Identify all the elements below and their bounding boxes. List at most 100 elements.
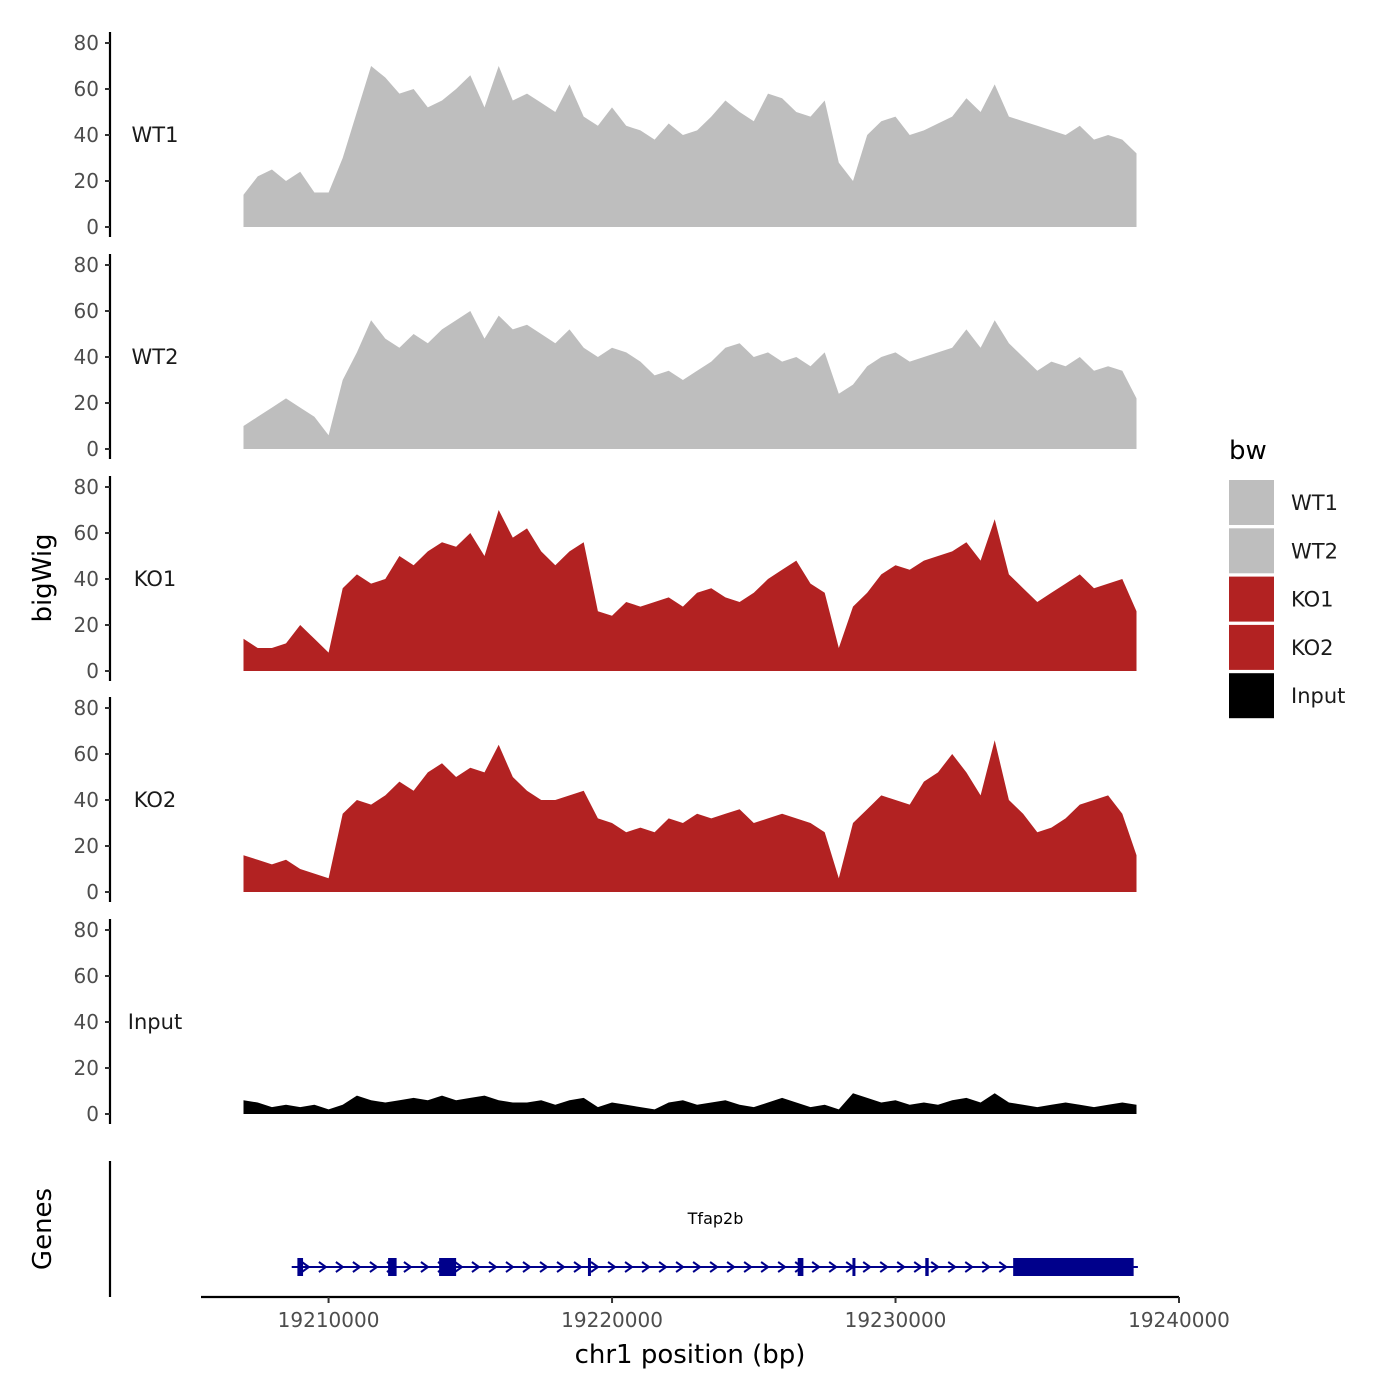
legend-label-wt1: WT1 — [1291, 491, 1338, 515]
y-tick-label: 40 — [74, 123, 99, 147]
track-label: WT2 — [132, 345, 179, 369]
exon — [797, 1258, 804, 1276]
strand-arrow — [403, 1261, 413, 1273]
exon — [925, 1258, 929, 1276]
strand-arrow — [522, 1261, 532, 1273]
legend: bw WT1 WT2 KO1 KO2 Input — [1229, 436, 1345, 719]
strand-arrow — [896, 1261, 906, 1273]
y-tick-label: 20 — [74, 1056, 99, 1080]
strand-arrow — [454, 1261, 464, 1273]
exon — [439, 1258, 457, 1276]
y-tick-label: 20 — [74, 391, 99, 415]
legend-label-input: Input — [1291, 684, 1345, 708]
strand-arrow — [811, 1261, 821, 1273]
x-axis: 19210000 19220000 19230000 19240000 — [201, 1295, 1230, 1332]
y-tick-label: 20 — [74, 169, 99, 193]
strand-arrow — [301, 1261, 311, 1273]
strand-arrow — [743, 1261, 753, 1273]
strand-arrow — [709, 1261, 719, 1273]
y-tick-label: 60 — [74, 521, 99, 545]
y-tick-label: 80 — [74, 475, 99, 499]
gene-panel-title: Genes — [28, 1188, 58, 1270]
gene-panel: Tfap2b — [108, 1161, 1138, 1297]
strand-arrow — [352, 1261, 362, 1273]
strand-arrow — [420, 1261, 430, 1273]
strand-arrow — [964, 1261, 974, 1273]
x-tick-label: 19240000 — [1128, 1308, 1230, 1332]
strand-arrow — [913, 1261, 923, 1273]
strand-arrow — [318, 1261, 328, 1273]
legend-swatch-wt2 — [1229, 528, 1274, 574]
strand-arrow — [335, 1261, 345, 1273]
area-input — [243, 1093, 1137, 1114]
area-wt1 — [243, 66, 1137, 227]
strand-arrow — [505, 1261, 515, 1273]
legend-swatch-wt1 — [1229, 480, 1274, 525]
x-tick-label: 19220000 — [561, 1308, 663, 1332]
strand-arrow — [879, 1261, 889, 1273]
track-panels: 0 20 40 60 80 WT1 0 20 40 60 80 WT2 0 20 40 60 80 KO1 0 20 4… — [74, 31, 1137, 1126]
legend-swatch-ko2 — [1229, 624, 1274, 670]
exon — [1013, 1258, 1134, 1276]
strand-arrow — [658, 1261, 668, 1273]
legend-swatch-input — [1229, 673, 1274, 719]
y-tick-label: 80 — [74, 253, 99, 277]
y-tick-label: 40 — [74, 1010, 99, 1034]
y-tick-label: 0 — [86, 437, 99, 461]
y-tick-label: 40 — [74, 567, 99, 591]
track-label: KO1 — [134, 567, 177, 591]
strand-arrow — [930, 1261, 940, 1273]
legend-title: bw — [1229, 436, 1267, 466]
area-ko1 — [243, 510, 1137, 671]
strand-arrow — [641, 1261, 651, 1273]
track-input: 0 20 40 60 80 Input — [74, 918, 1137, 1126]
y-tick-label: 80 — [74, 918, 99, 942]
y-tick-label: 0 — [86, 1102, 99, 1126]
strand-arrow — [471, 1261, 481, 1273]
y-tick-label: 20 — [74, 834, 99, 858]
strand-arrow — [590, 1261, 600, 1273]
strand-arrow — [675, 1261, 685, 1273]
y-tick-label: 0 — [86, 659, 99, 683]
strand-arrow — [556, 1261, 566, 1273]
x-tick-label: 19230000 — [845, 1308, 947, 1332]
x-tick-label: 19210000 — [278, 1308, 380, 1332]
track-label: Input — [128, 1010, 182, 1034]
y-tick-label: 40 — [74, 345, 99, 369]
x-axis-title: chr1 position (bp) — [575, 1340, 806, 1370]
track-label: KO2 — [134, 788, 177, 812]
y-tick-label: 0 — [86, 880, 99, 904]
y-tick-label: 80 — [74, 31, 99, 55]
strand-arrow — [369, 1261, 379, 1273]
track-label: WT1 — [132, 123, 179, 147]
strand-arrow — [488, 1261, 498, 1273]
exon — [297, 1258, 304, 1276]
track-wt2: 0 20 40 60 80 WT2 — [74, 253, 1137, 461]
y-tick-label: 0 — [86, 215, 99, 239]
strand-arrow — [573, 1261, 583, 1273]
area-wt2 — [243, 311, 1137, 449]
y-tick-label: 80 — [74, 696, 99, 720]
strand-arrow — [862, 1261, 872, 1273]
exon — [852, 1258, 856, 1276]
legend-label-ko2: KO2 — [1291, 636, 1334, 660]
legend-label-wt2: WT2 — [1291, 539, 1338, 563]
track-ko1: 0 20 40 60 80 KO1 — [74, 475, 1137, 683]
strand-arrow — [828, 1261, 838, 1273]
strand-arrow — [777, 1261, 787, 1273]
y-tick-label: 20 — [74, 613, 99, 637]
strand-arrow — [760, 1261, 770, 1273]
strand-arrow — [607, 1261, 617, 1273]
y-tick-label: 60 — [74, 964, 99, 988]
y-tick-label: 60 — [74, 742, 99, 766]
y-tick-label: 60 — [74, 299, 99, 323]
strand-arrow — [726, 1261, 736, 1273]
legend-label-ko1: KO1 — [1291, 588, 1334, 612]
strand-arrow — [624, 1261, 634, 1273]
y-axis-title: bigWig — [28, 533, 58, 622]
y-tick-label: 40 — [74, 788, 99, 812]
strand-arrow — [981, 1261, 991, 1273]
area-ko2 — [243, 740, 1137, 892]
strand-arrow — [947, 1261, 957, 1273]
